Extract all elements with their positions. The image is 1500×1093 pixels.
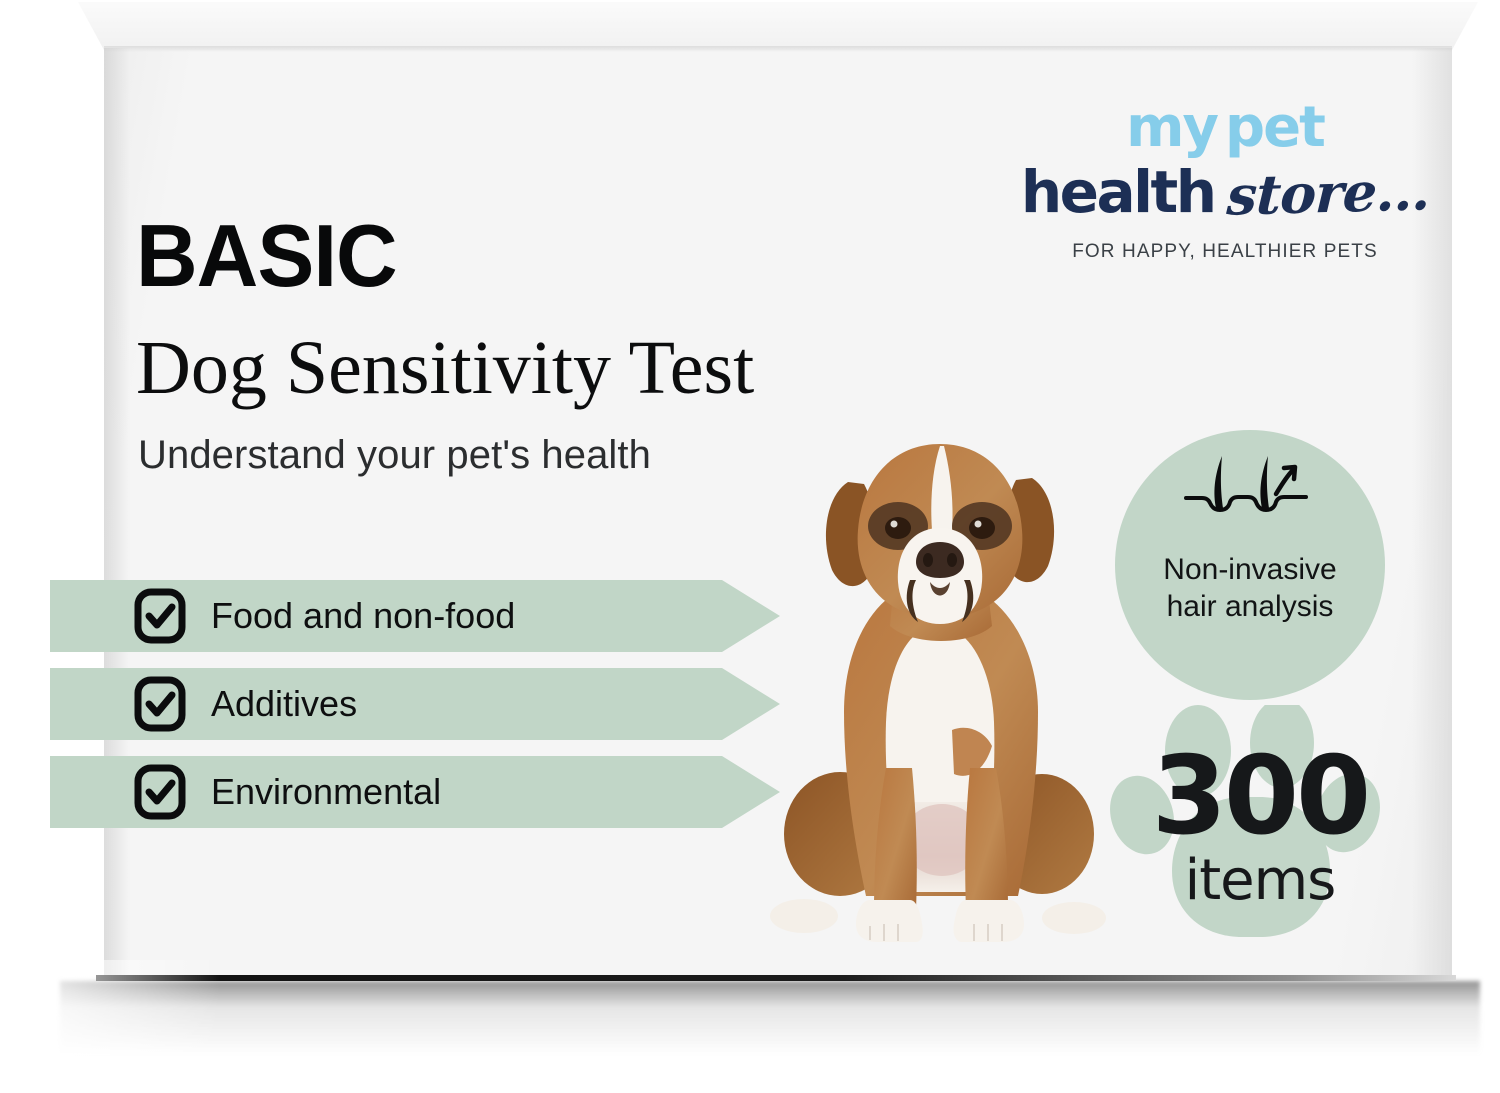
hair-badge-line-1: Non-invasive [1163,553,1337,586]
product-tier-title: BASIC [136,206,398,305]
hair-follicle-icon [1184,456,1308,512]
feature-list: Food and non-food Additives Environmenta… [50,580,780,844]
box-drop-shadow [60,981,1480,1076]
hair-badge-line-2: hair analysis [1166,589,1334,623]
boxer-dog-image [770,444,1106,942]
feature-bar-food: Food and non-food [50,580,780,652]
item-count-label: items [1184,848,1337,913]
hair-badge-text: Non-invasive hair analysis [1163,552,1336,626]
brand-logo-line-health-store: health store... [1000,158,1450,228]
brand-word-my: my [1126,95,1219,160]
hair-analysis-badge: Non-invasive hair analysis [1115,430,1385,700]
check-square-icon [134,676,186,732]
product-name-title: Dog Sensitivity Test [136,325,755,410]
product-subtitle: Understand your pet's health [138,432,651,477]
dog-photo [770,430,1110,990]
check-square-icon [134,764,186,820]
item-count-number: 300 [1151,734,1371,859]
brand-logo: my pet health store... FOR HAPPY, HEALTHIE… [1000,100,1450,263]
brand-logo-line-my-pet: my pet [1000,100,1450,156]
brand-word-store: store... [1224,158,1431,228]
headline-block: BASIC Dog Sensitivity Test Understand yo… [136,206,755,478]
brand-word-pet: pet [1225,95,1326,160]
brand-word-health: health [1020,158,1217,226]
item-count-badge: 300 items [1110,705,1410,955]
brand-tagline: FOR HAPPY, HEALTHIER PETS [1072,241,1378,262]
paw-print-icon [1110,705,1380,937]
shadow-left-fade [0,960,220,1080]
feature-bar-environmental: Environmental [50,756,780,828]
check-square-icon [134,588,186,644]
box-bottom-edge [96,975,1456,981]
feature-label: Environmental [211,771,442,812]
box-top-face [78,2,1478,50]
feature-label: Additives [211,683,358,724]
box-top-edge [104,46,1452,52]
feature-label: Food and non-food [211,595,516,636]
feature-bar-additives: Additives [50,668,780,740]
